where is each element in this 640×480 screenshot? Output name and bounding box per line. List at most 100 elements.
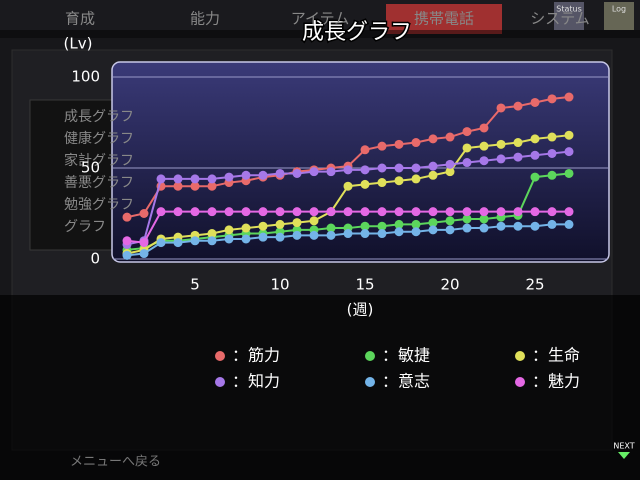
data-point xyxy=(190,236,200,246)
data-point xyxy=(343,165,353,175)
y-axis-label: (Lv) xyxy=(64,35,93,53)
data-point xyxy=(428,161,438,171)
data-point xyxy=(139,238,149,248)
data-point xyxy=(394,139,404,149)
data-point xyxy=(377,229,387,239)
data-point xyxy=(530,172,540,182)
menu-item[interactable]: 育成 xyxy=(65,10,95,28)
data-point xyxy=(547,207,557,217)
data-point xyxy=(275,168,285,178)
data-point xyxy=(377,221,387,231)
menu-highlight xyxy=(386,4,502,34)
data-point xyxy=(173,207,183,217)
sidebar-item[interactable]: 勉強グラフ xyxy=(64,197,134,213)
data-point xyxy=(309,207,319,217)
legend-label: ：魅力 xyxy=(532,372,580,391)
data-point xyxy=(428,134,438,144)
data-point xyxy=(530,134,540,144)
sidebar-item[interactable]: 善悪グラフ xyxy=(64,175,134,191)
menu-item[interactable]: システム xyxy=(530,10,590,28)
data-point xyxy=(479,214,489,224)
sidebar-item[interactable]: 成長グラフ xyxy=(64,109,134,125)
legend-label: ：敏捷 xyxy=(382,346,430,365)
status-button[interactable] xyxy=(554,2,584,30)
data-point xyxy=(564,219,574,229)
data-point xyxy=(428,218,438,228)
data-point xyxy=(496,221,506,231)
data-point xyxy=(207,229,217,239)
data-point xyxy=(122,250,132,260)
legend-swatch xyxy=(515,377,525,387)
data-point xyxy=(564,207,574,217)
data-point xyxy=(207,207,217,217)
data-point xyxy=(411,163,421,173)
legend-swatch xyxy=(515,351,525,361)
y-tick-label: 50 xyxy=(81,159,100,177)
data-point xyxy=(309,167,319,177)
data-point xyxy=(326,207,336,217)
data-point xyxy=(513,207,523,217)
x-tick-label: 5 xyxy=(190,276,200,294)
data-point xyxy=(411,227,421,237)
data-point xyxy=(173,181,183,191)
next-arrow xyxy=(618,452,630,459)
data-point xyxy=(496,154,506,164)
data-point xyxy=(530,97,540,107)
legend-swatch xyxy=(215,377,225,387)
menu-item[interactable]: 能力 xyxy=(190,10,220,28)
data-point xyxy=(224,225,234,235)
menu-item[interactable]: 携帯電話 xyxy=(414,10,474,28)
data-point xyxy=(564,92,574,102)
sidebar-item[interactable]: 家計グラフ xyxy=(64,152,134,169)
data-point xyxy=(530,207,540,217)
data-point xyxy=(479,207,489,217)
data-point xyxy=(360,221,370,231)
legend-swatch xyxy=(215,351,225,361)
data-point xyxy=(258,232,268,242)
data-point xyxy=(207,181,217,191)
data-point xyxy=(394,227,404,237)
back-label[interactable]: メニューへ戻る xyxy=(70,455,161,470)
data-point xyxy=(513,101,523,111)
sidebar-item[interactable]: グラフ xyxy=(64,219,106,235)
data-point xyxy=(462,207,472,217)
data-point xyxy=(224,207,234,217)
data-point xyxy=(275,232,285,242)
next-label[interactable]: NEXT xyxy=(613,442,634,451)
data-point xyxy=(462,158,472,168)
data-point xyxy=(156,207,166,217)
x-axis-label: (週) xyxy=(347,301,374,319)
data-point xyxy=(513,138,523,148)
data-point xyxy=(156,174,166,184)
data-point xyxy=(445,132,455,142)
data-point xyxy=(343,181,353,191)
data-point xyxy=(224,172,234,182)
data-point xyxy=(343,229,353,239)
data-point xyxy=(139,249,149,259)
menu-item[interactable]: アイテム xyxy=(291,10,350,28)
data-point xyxy=(428,207,438,217)
legend-overlay xyxy=(0,295,640,480)
data-point xyxy=(190,207,200,217)
log-button[interactable] xyxy=(604,2,634,30)
data-point xyxy=(207,236,217,246)
data-point xyxy=(275,207,285,217)
data-point xyxy=(547,132,557,142)
data-point xyxy=(462,223,472,233)
legend-label: ：筋力 xyxy=(232,346,280,365)
sidebar-item[interactable]: 健康グラフ xyxy=(64,130,134,147)
x-tick-label: 10 xyxy=(270,276,289,294)
data-point xyxy=(394,176,404,186)
data-point xyxy=(428,225,438,235)
data-point xyxy=(479,223,489,233)
x-tick-label: 15 xyxy=(355,276,374,294)
data-point xyxy=(207,174,217,184)
data-point xyxy=(530,221,540,231)
data-point xyxy=(462,127,472,137)
data-point xyxy=(564,168,574,178)
data-point xyxy=(122,236,132,246)
data-point xyxy=(394,163,404,173)
legend-swatch xyxy=(365,351,375,361)
y-tick-label: 0 xyxy=(90,250,100,268)
legend-label: ：意志 xyxy=(382,372,430,391)
